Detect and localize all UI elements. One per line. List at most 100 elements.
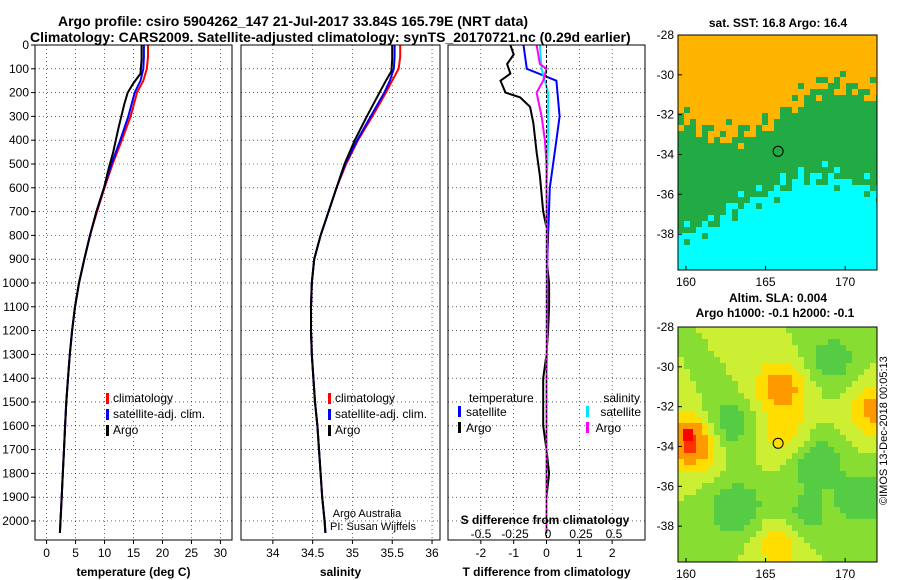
x2-tick-label: -0.25 (501, 527, 529, 541)
sst-cell (786, 167, 792, 173)
sst-cell (768, 251, 774, 257)
sla-cell (846, 339, 852, 345)
sst-cell (768, 95, 774, 101)
sla-cell (756, 519, 762, 525)
sst-cell (684, 47, 690, 53)
sla-cell (708, 501, 714, 507)
sst-cell (762, 161, 768, 167)
sla-cell (774, 357, 780, 363)
sla-cell (768, 417, 774, 423)
sst-cell (738, 143, 744, 149)
sla-cell (768, 447, 774, 453)
sla-cell (696, 399, 702, 405)
sst-cell (750, 197, 756, 203)
sla-cell (870, 429, 876, 435)
sst-cell (750, 119, 756, 125)
sla-cell (738, 477, 744, 483)
sst-cell (786, 161, 792, 167)
sla-cell (852, 405, 858, 411)
sla-cell (684, 417, 690, 423)
sst-cell (708, 179, 714, 185)
sst-cell (684, 227, 690, 233)
sla-cell (864, 357, 870, 363)
sst-cell (834, 239, 840, 245)
chart-title-line1: Argo profile: csiro 5904262_147 21-Jul-2… (58, 13, 529, 29)
sst-cell (702, 107, 708, 113)
sst-cell (804, 149, 810, 155)
sla-cell (840, 537, 846, 543)
x-tick-label: 15 (127, 546, 141, 560)
sst-cell (732, 83, 738, 89)
sst-cell (780, 71, 786, 77)
sla-cell (804, 519, 810, 525)
legend-entry: satellite (600, 405, 641, 419)
sst-cell (864, 251, 870, 257)
sst-cell (768, 35, 774, 41)
sst-cell (810, 113, 816, 119)
sst-cell (702, 227, 708, 233)
map-x-tick-label: 160 (676, 275, 696, 289)
sla-cell (768, 495, 774, 501)
sst-cell (828, 35, 834, 41)
sla-cell (816, 477, 822, 483)
sla-cell (708, 465, 714, 471)
sst-cell (690, 83, 696, 89)
sst-cell (858, 209, 864, 215)
sla-cell (756, 333, 762, 339)
sla-cell (726, 525, 732, 531)
sla-cell (834, 513, 840, 519)
sst-cell (762, 113, 768, 119)
sla-cell (828, 327, 834, 333)
sst-cell (708, 65, 714, 71)
sst-cell (726, 149, 732, 155)
sst-cell (690, 167, 696, 173)
sla-cell (834, 531, 840, 537)
sst-cell (708, 257, 714, 263)
sla-cell (804, 453, 810, 459)
sla-cell (822, 531, 828, 537)
sla-cell (750, 375, 756, 381)
sla-cell (738, 483, 744, 489)
sst-cell (678, 89, 684, 95)
sst-cell (864, 143, 870, 149)
sst-cell (714, 167, 720, 173)
sla-cell (726, 357, 732, 363)
sst-cell (684, 197, 690, 203)
sst-cell (870, 89, 876, 95)
sst-cell (798, 35, 804, 41)
sst-cell (798, 161, 804, 167)
sst-cell (858, 185, 864, 191)
sla-cell (810, 537, 816, 543)
sla-cell (834, 393, 840, 399)
sla-cell (702, 375, 708, 381)
sla-cell (744, 417, 750, 423)
sst-cell (828, 251, 834, 257)
sst-cell (792, 197, 798, 203)
sla-cell (870, 357, 876, 363)
sst-cell (864, 101, 870, 107)
sla-cell (840, 351, 846, 357)
series-line-climatology (58, 45, 149, 533)
sla-cell (690, 399, 696, 405)
map-x-tick-label: 170 (835, 275, 855, 289)
sla-cell (762, 513, 768, 519)
sla-cell (840, 375, 846, 381)
sst-cell (822, 137, 828, 143)
sla-cell (756, 345, 762, 351)
sst-cell (702, 173, 708, 179)
sla-cell (798, 489, 804, 495)
sla-cell (858, 537, 864, 543)
sst-cell (804, 167, 810, 173)
sla-cell (708, 405, 714, 411)
sst-cell (720, 149, 726, 155)
sst-cell (786, 215, 792, 221)
sst-cell (762, 77, 768, 83)
sst-cell (696, 173, 702, 179)
sla-cell (684, 387, 690, 393)
sla-cell (696, 555, 702, 561)
sla-cell (864, 549, 870, 555)
sla-cell (738, 465, 744, 471)
sst-cell (756, 107, 762, 113)
sla-cell (684, 441, 690, 447)
sla-cell (774, 483, 780, 489)
